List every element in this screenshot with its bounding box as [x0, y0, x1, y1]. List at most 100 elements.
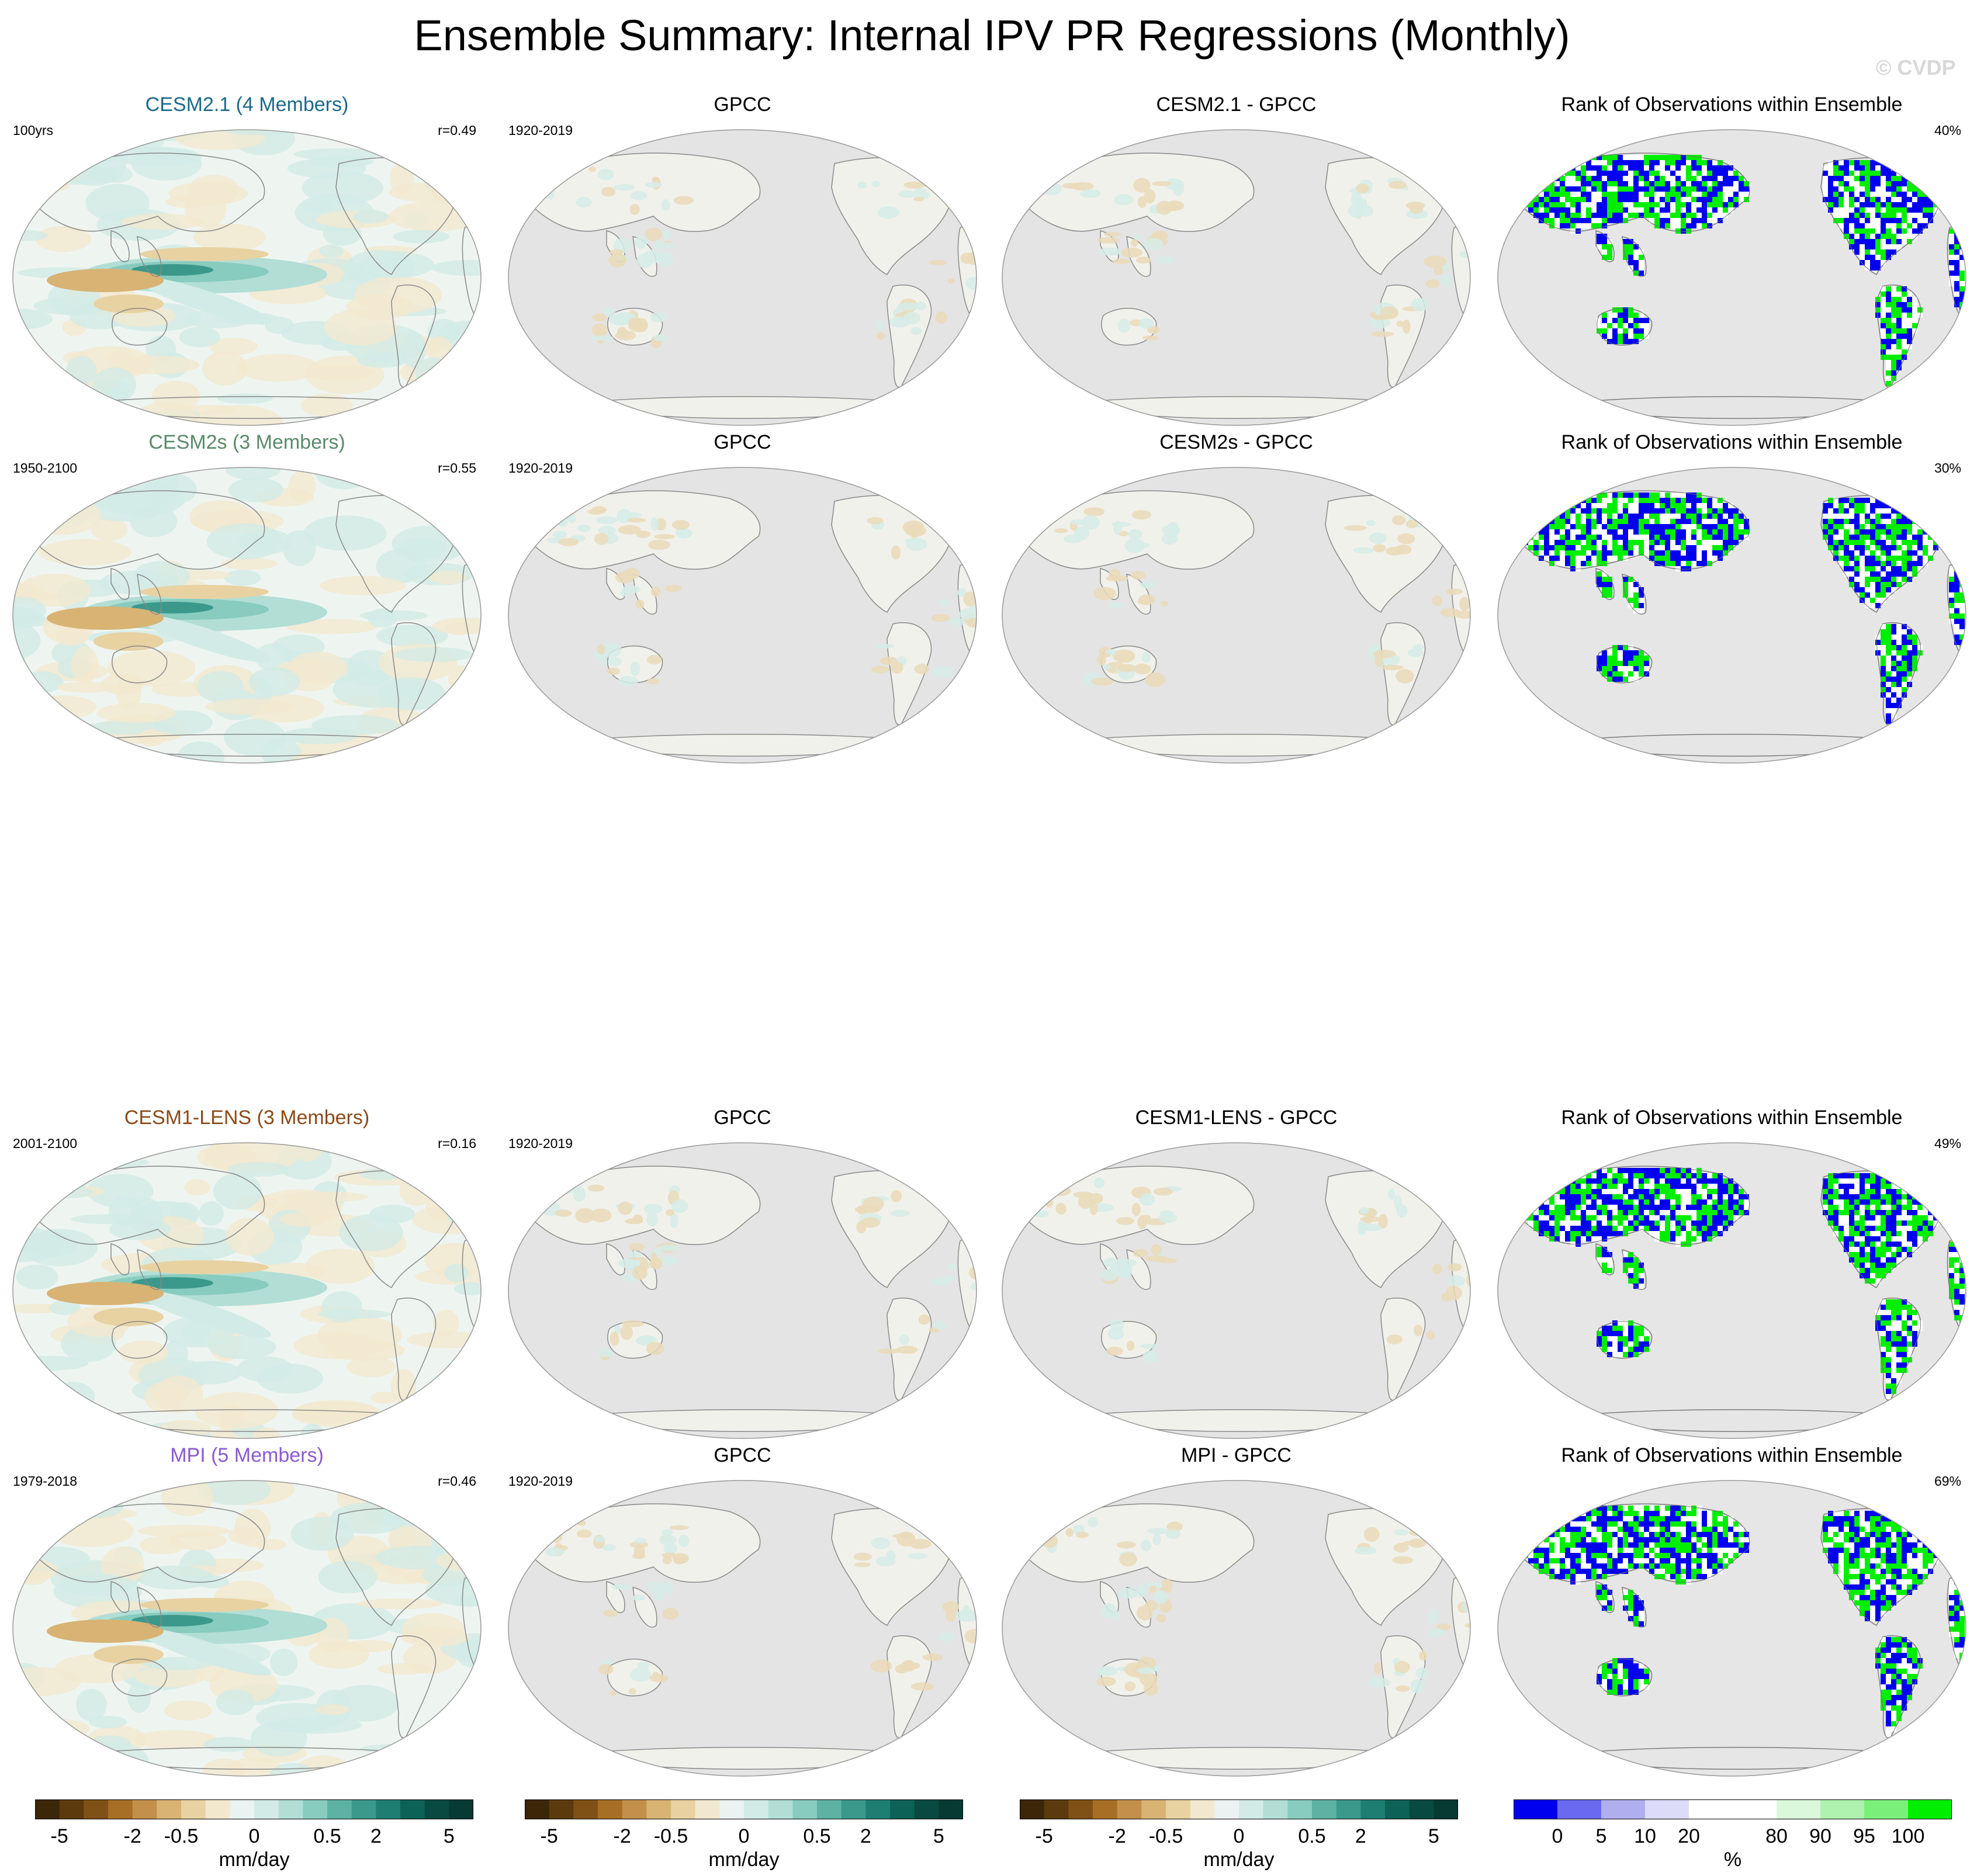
map-panel-model: CESM2.1 (4 Members) 100yrs r=0.49	[0, 93, 494, 432]
colorbar-tick-label: 0	[248, 1825, 260, 1847]
colorbar-swatch	[841, 1799, 866, 1819]
colorbar-precip: -5 -2 -0.5 0 0.5 2 5 mm/day	[35, 1799, 474, 1875]
colorbar-swatch	[1336, 1799, 1361, 1819]
panel-title: CESM2s - GPCC	[1159, 431, 1313, 453]
map-panel-model: CESM2s (3 Members) 1950-2100 r=0.55	[0, 431, 494, 770]
colorbar-swatch	[1908, 1799, 1952, 1819]
panel-title: Rank of Observations within Ensemble	[1561, 93, 1903, 116]
colorbar-swatch	[622, 1799, 647, 1819]
colorbar-tick-label: 0.5	[313, 1825, 341, 1847]
colorbar-swatch	[1093, 1799, 1118, 1819]
colorbar-swatch	[817, 1799, 842, 1819]
colorbar-tick-label: -0.5	[1148, 1825, 1183, 1847]
colorbar-swatches	[35, 1799, 474, 1819]
colorbar-tick-label: 0.5	[803, 1825, 831, 1847]
colorbar-swatch	[181, 1799, 206, 1819]
map-panel-diff: CESM2s - GPCC	[989, 431, 1483, 770]
colorbar-swatch	[1214, 1799, 1239, 1819]
map-panel-obs: GPCC 1920-2019	[496, 1107, 989, 1445]
world-map	[1497, 467, 1966, 764]
colorbar-swatch	[525, 1799, 550, 1819]
colorbar-swatch	[671, 1799, 696, 1819]
rank-percentage: 40%	[1934, 123, 1961, 138]
colorbar-swatch	[205, 1799, 230, 1819]
map-panel-model: CESM1-LENS (3 Members) 2001-2100 r=0.16	[0, 1107, 494, 1445]
colorbar-tick-label: 2	[370, 1825, 382, 1847]
colorbar-precip: -5 -2 -0.5 0 0.5 2 5 mm/day	[1020, 1799, 1459, 1875]
world-map	[508, 1480, 977, 1777]
colorbar-swatch	[1044, 1799, 1069, 1819]
colorbar-tick-label: 5	[443, 1825, 455, 1847]
map-panel-rank: Rank of Observations within Ensemble 49%	[1485, 1107, 1979, 1445]
colorbar-swatch	[695, 1799, 720, 1819]
colorbar-swatch	[59, 1799, 84, 1819]
colorbar-swatch	[327, 1799, 352, 1819]
world-map	[12, 129, 482, 426]
colorbar-swatch	[865, 1799, 891, 1819]
panel-title: Rank of Observations within Ensemble	[1561, 1107, 1903, 1129]
pattern-correlation: r=0.46	[438, 1473, 476, 1489]
world-map	[12, 1142, 482, 1439]
colorbar-tick-label: 5	[1595, 1825, 1607, 1847]
world-map	[1497, 129, 1966, 426]
colorbar-swatch	[1068, 1799, 1093, 1819]
colorbar-tick-label: 5	[1428, 1825, 1439, 1847]
rank-percentage: 49%	[1934, 1136, 1961, 1151]
colorbar-swatch	[1020, 1799, 1045, 1819]
rank-percentage: 30%	[1934, 460, 1961, 476]
colorbar-swatch	[1601, 1799, 1646, 1819]
colorbar-swatch	[768, 1799, 793, 1819]
colorbar-swatch	[1514, 1799, 1558, 1819]
panel-title: GPCC	[714, 1444, 771, 1466]
panel-title: Rank of Observations within Ensemble	[1561, 1444, 1903, 1466]
colorbar-swatch	[254, 1799, 279, 1819]
colorbar-swatch	[1557, 1799, 1602, 1819]
colorbar-swatch	[1117, 1799, 1142, 1819]
colorbar-swatch	[400, 1799, 425, 1819]
map-panel-rank: Rank of Observations within Ensemble 69%	[1485, 1444, 1979, 1783]
colorbar-swatch	[1864, 1799, 1909, 1819]
colorbar-swatch	[744, 1799, 769, 1819]
map-panel-rank: Rank of Observations within Ensemble 30%	[1485, 431, 1979, 770]
page-title: Ensemble Summary: Internal IPV PR Regres…	[414, 11, 1570, 60]
colorbar-swatch	[351, 1799, 376, 1819]
colorbar-swatch	[1239, 1799, 1264, 1819]
panel-period: 100yrs	[13, 123, 54, 138]
colorbar-unit: mm/day	[708, 1849, 780, 1871]
world-map	[1002, 1142, 1471, 1439]
colorbar-swatches	[1514, 1799, 1952, 1819]
panel-period: 1920-2019	[508, 1136, 573, 1151]
map-panel-obs: GPCC 1920-2019	[496, 93, 989, 432]
colorbar-swatch	[1385, 1799, 1410, 1819]
world-map	[508, 1142, 977, 1439]
panel-period: 1920-2019	[508, 460, 573, 476]
colorbar-swatches	[525, 1799, 964, 1819]
colorbar-swatch	[1645, 1799, 1689, 1819]
world-map	[12, 1480, 482, 1777]
colorbar-tick-label: -2	[613, 1825, 631, 1847]
colorbar-tick-label: -0.5	[164, 1825, 199, 1847]
colorbar-swatch	[598, 1799, 623, 1819]
world-map	[12, 467, 482, 764]
colorbar-tick-label: -2	[1108, 1825, 1126, 1847]
world-map	[1497, 1142, 1966, 1439]
colorbar-tick-label: -5	[540, 1825, 558, 1847]
panel-title: CESM2s (3 Members)	[148, 431, 345, 453]
colorbar-tick-label: 0	[738, 1825, 750, 1847]
colorbar-tick-label: 90	[1809, 1825, 1831, 1847]
colorbar-swatch	[1777, 1799, 1821, 1819]
panel-title: GPCC	[714, 93, 771, 116]
colorbar-swatch	[157, 1799, 182, 1819]
pattern-correlation: r=0.55	[438, 460, 476, 476]
panel-period: 1950-2100	[13, 460, 77, 476]
panel-title: MPI - GPCC	[1181, 1444, 1291, 1466]
panel-title: CESM1-LENS (3 Members)	[124, 1107, 370, 1129]
colorbar-swatch	[1190, 1799, 1215, 1819]
world-map	[1497, 1480, 1966, 1777]
panel-title: Rank of Observations within Ensemble	[1561, 431, 1903, 453]
panel-period: 2001-2100	[13, 1136, 77, 1151]
colorbar-precip: -5 -2 -0.5 0 0.5 2 5 mm/day	[525, 1799, 964, 1875]
colorbar-swatch	[84, 1799, 109, 1819]
colorbar-swatch	[1409, 1799, 1434, 1819]
colorbar-swatch	[549, 1799, 574, 1819]
